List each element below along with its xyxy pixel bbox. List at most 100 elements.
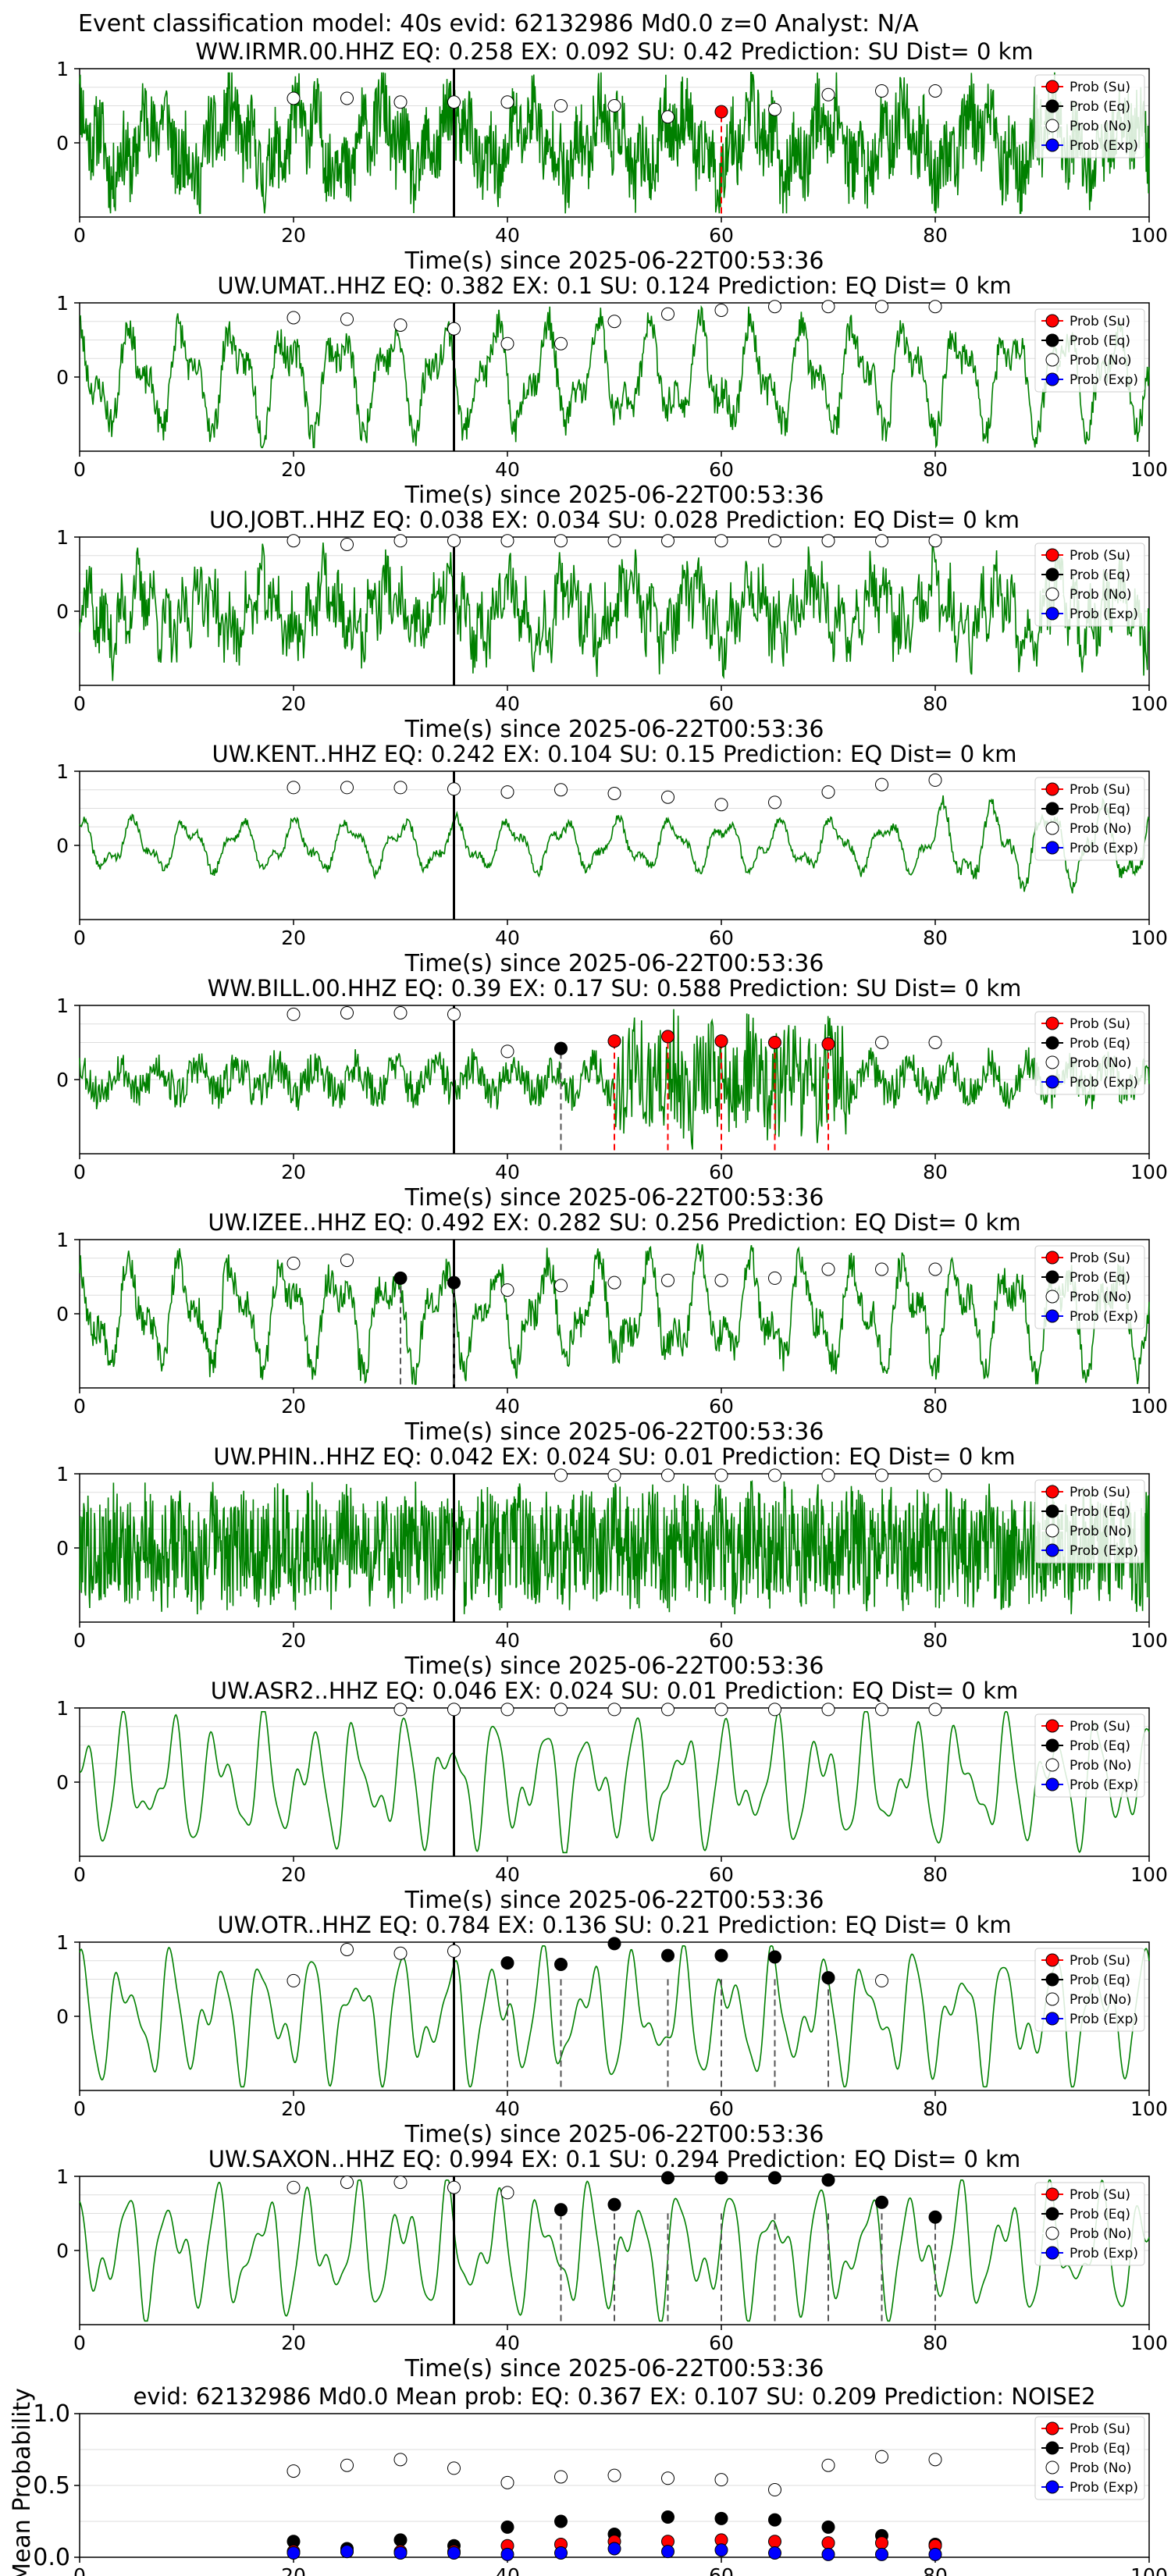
legend-marker [1045, 2421, 1059, 2435]
prediction-marker [607, 1276, 621, 1290]
legend-label: Prob (Exp) [1070, 2012, 1138, 2027]
prediction-marker [875, 1262, 888, 1276]
x-axis-label: Time(s) since 2025-06-22T00:53:36 [404, 1184, 824, 1212]
prediction-marker [340, 538, 354, 551]
prediction-marker [821, 2173, 835, 2187]
legend-marker [1045, 2441, 1059, 2455]
prediction-marker [393, 781, 408, 795]
mean-prob-point [821, 2520, 835, 2534]
prediction-marker [928, 2210, 942, 2224]
legend-marker [1045, 1309, 1059, 1323]
mean-prob-point [714, 2511, 728, 2525]
legend-2: Prob (Su) Prob (Eq) Prob (No) Prob (Exp) [1034, 543, 1145, 627]
legend-label: Prob (Eq) [1070, 568, 1130, 583]
legend-label: Prob (Exp) [1070, 2246, 1138, 2261]
mean-prob-point [607, 2468, 621, 2482]
x-tick-label: 60 [709, 2332, 734, 2354]
prediction-marker [714, 1468, 728, 1482]
legend-3: Prob (Su) Prob (Eq) Prob (No) Prob (Exp) [1034, 777, 1145, 861]
legend-label: Prob (Su) [1070, 2421, 1130, 2437]
prediction-marker [554, 1958, 568, 1971]
mean-prob-point [821, 2458, 835, 2472]
x-tick-label: 0 [73, 927, 86, 949]
prediction-marker [714, 1034, 728, 1048]
y-tick-label: 1 [56, 760, 69, 783]
legend-label: Prob (Exp) [1070, 607, 1138, 622]
legend-marker [1045, 1758, 1059, 1772]
legend-box [1034, 1479, 1145, 1564]
x-tick-label: 40 [495, 1395, 520, 1418]
waveform-trace [79, 1479, 1150, 1615]
y-tick-label: 1.0 [33, 2400, 70, 2428]
waveform-trace [79, 795, 1150, 894]
prediction-marker [714, 1703, 728, 1717]
prediction-marker [821, 300, 835, 314]
mean-prob-point [500, 2520, 514, 2534]
prediction-marker [500, 785, 514, 799]
x-tick-label: 40 [495, 224, 520, 247]
prediction-marker [287, 1973, 301, 1987]
x-tick-label: 80 [923, 2564, 948, 2576]
waveform-trace [79, 1945, 1150, 2088]
mean-prob-point [768, 2546, 781, 2560]
y-tick-label: 1 [56, 2165, 69, 2188]
legend-6: Prob (Su) Prob (Eq) Prob (No) Prob (Exp) [1034, 1479, 1145, 1564]
x-tick-label: 20 [281, 2097, 306, 2120]
x-axis-label: Time(s) since 2025-06-22T00:53:36 [404, 2355, 824, 2382]
prediction-marker [447, 2180, 461, 2194]
x-tick-label: 0 [73, 692, 86, 715]
legend-label: Prob (No) [1070, 1055, 1132, 1071]
prediction-marker [554, 1279, 568, 1293]
x-axis-label: Time(s) since 2025-06-22T00:53:36 [404, 2121, 824, 2148]
x-axis-label: Time(s) since 2025-06-22T00:53:36 [404, 716, 824, 743]
legend-marker [1045, 2226, 1059, 2240]
prediction-marker [714, 105, 728, 119]
prediction-marker [875, 84, 888, 98]
y-tick-label: 1 [56, 994, 69, 1017]
figure-suptitle: Event classification model: 40s evid: 62… [78, 10, 919, 37]
prediction-marker [768, 795, 781, 809]
prediction-marker [661, 2171, 674, 2185]
prediction-marker [500, 95, 514, 109]
x-tick-label: 100 [1130, 692, 1168, 715]
prediction-marker [821, 1468, 835, 1482]
x-tick-label: 40 [495, 692, 520, 715]
prediction-marker [287, 534, 301, 548]
x-tick-label: 40 [495, 2564, 520, 2576]
prediction-marker [340, 2176, 354, 2190]
x-tick-label: 80 [923, 1863, 948, 1886]
legend-label: Prob (Eq) [1070, 802, 1130, 817]
legend-label: Prob (Eq) [1070, 1504, 1130, 1520]
panel-title: WW.IRMR.00.HHZ EQ: 0.258 EX: 0.092 SU: 0… [195, 38, 1033, 65]
prediction-marker [447, 534, 461, 548]
x-tick-label: 80 [923, 692, 948, 715]
mean-prob-point [821, 2536, 835, 2550]
prediction-marker [340, 1006, 354, 1019]
x-tick-label: 20 [281, 1863, 306, 1886]
y-tick-label: 0 [56, 1303, 69, 1325]
mean-prob-point [714, 2543, 728, 2557]
x-tick-label: 80 [923, 2097, 948, 2120]
panel-title: UO.JOBT..HHZ EQ: 0.038 EX: 0.034 SU: 0.0… [209, 507, 1020, 533]
prediction-marker [500, 534, 514, 548]
prediction-marker [554, 336, 568, 350]
prediction-marker [447, 95, 461, 109]
legend-label: Prob (Eq) [1070, 1973, 1130, 1988]
x-tick-label: 100 [1130, 224, 1168, 247]
legend-5: Prob (Su) Prob (Eq) Prob (No) Prob (Exp) [1034, 1245, 1145, 1329]
legend-marker [1045, 2246, 1059, 2260]
prediction-marker [340, 1254, 354, 1268]
legend-summary: Prob (Su) Prob (Eq) Prob (No) Prob (Exp) [1034, 2416, 1145, 2500]
prediction-marker [661, 790, 674, 804]
y-tick-label: 1 [56, 1697, 69, 1720]
prediction-marker [768, 1468, 781, 1482]
legend-box [1034, 543, 1145, 627]
prediction-marker [287, 1256, 301, 1270]
prediction-marker [554, 783, 568, 797]
prediction-marker [340, 781, 354, 795]
prediction-marker [607, 99, 621, 112]
legend-label: Prob (No) [1070, 587, 1132, 603]
legend-marker [1045, 2207, 1059, 2221]
prediction-marker [393, 1946, 408, 1960]
